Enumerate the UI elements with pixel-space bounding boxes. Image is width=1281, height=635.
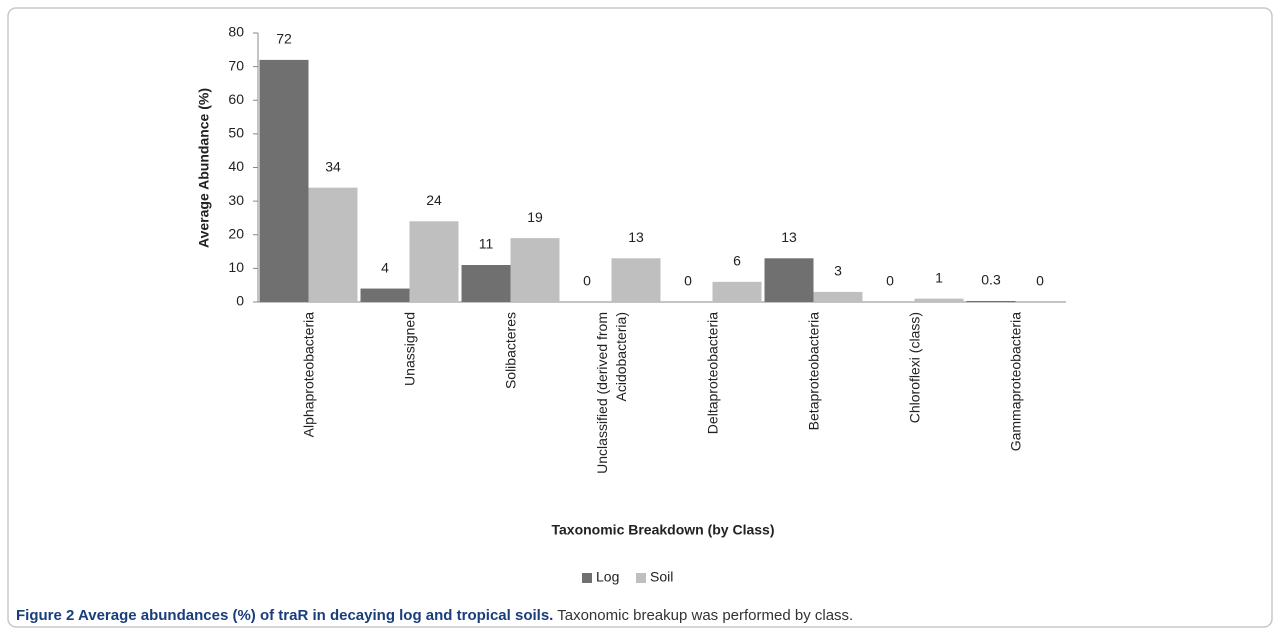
value-label: 0.3: [981, 272, 1001, 288]
figure-border: [7, 7, 1273, 628]
legend-swatch: [636, 573, 646, 583]
bar: [409, 221, 459, 302]
value-label: 11: [479, 236, 494, 252]
caption: Figure 2 Average abundances (%) of traR …: [16, 607, 853, 624]
legend-swatch: [582, 573, 592, 583]
bar: [360, 288, 410, 302]
value-label: 0: [684, 273, 692, 289]
x-tick-label: Solibacteres: [502, 312, 518, 390]
value-label: 3: [834, 263, 842, 279]
y-tick-label: 40: [228, 158, 244, 174]
legend-label: Log: [596, 569, 619, 585]
value-label: 4: [381, 259, 389, 275]
bar: [461, 265, 511, 302]
y-tick-label: 0: [236, 293, 244, 309]
value-label: 24: [426, 192, 442, 208]
bar: [764, 258, 814, 302]
value-label: 0: [1036, 273, 1044, 289]
y-tick-label: 20: [228, 225, 244, 241]
value-label: 72: [276, 31, 292, 47]
x-tick-label: Chloroflexi (class): [906, 312, 922, 424]
value-label: 34: [325, 158, 341, 174]
y-tick-label: 50: [228, 125, 244, 141]
x-tick-label: Unclassified (derived from Acidobacteria…: [593, 312, 629, 474]
value-label: 0: [886, 273, 894, 289]
y-tick-label: 70: [228, 57, 244, 73]
bar: [966, 300, 1016, 302]
x-tick-label: Alphaproteobacteria: [300, 312, 316, 438]
bar: [712, 281, 762, 302]
bar: [914, 298, 964, 302]
value-label: 13: [628, 229, 644, 245]
value-label: 19: [527, 209, 543, 225]
bar: [308, 187, 358, 302]
y-tick-label: 60: [228, 91, 244, 107]
x-tick-label: Deltaproteobacteria: [704, 312, 720, 435]
y-tick-label: 30: [228, 192, 244, 208]
value-label: 1: [935, 269, 943, 285]
caption-title: Figure 2 Average abundances (%) of traR …: [16, 607, 554, 624]
value-label: 6: [733, 253, 741, 269]
x-axis-label: Taxonomic Breakdown (by Class): [551, 522, 774, 538]
x-tick-label: Betaproteobacteria: [805, 312, 821, 431]
value-label: 0: [583, 273, 591, 289]
y-tick-label: 10: [228, 259, 244, 275]
value-label: 13: [781, 229, 797, 245]
bar: [813, 291, 863, 302]
bar: [611, 258, 661, 302]
y-tick-label: 80: [228, 24, 244, 40]
x-tick-label: Unassigned: [401, 312, 417, 386]
x-tick-label: Gammaproteobacteria: [1007, 312, 1023, 452]
caption-text: Taxonomic breakup was performed by class…: [557, 607, 854, 624]
bar: [259, 59, 309, 303]
y-axis-label: Average Abundance (%): [196, 88, 212, 248]
legend-label: Soil: [650, 569, 673, 585]
bar: [510, 238, 560, 302]
